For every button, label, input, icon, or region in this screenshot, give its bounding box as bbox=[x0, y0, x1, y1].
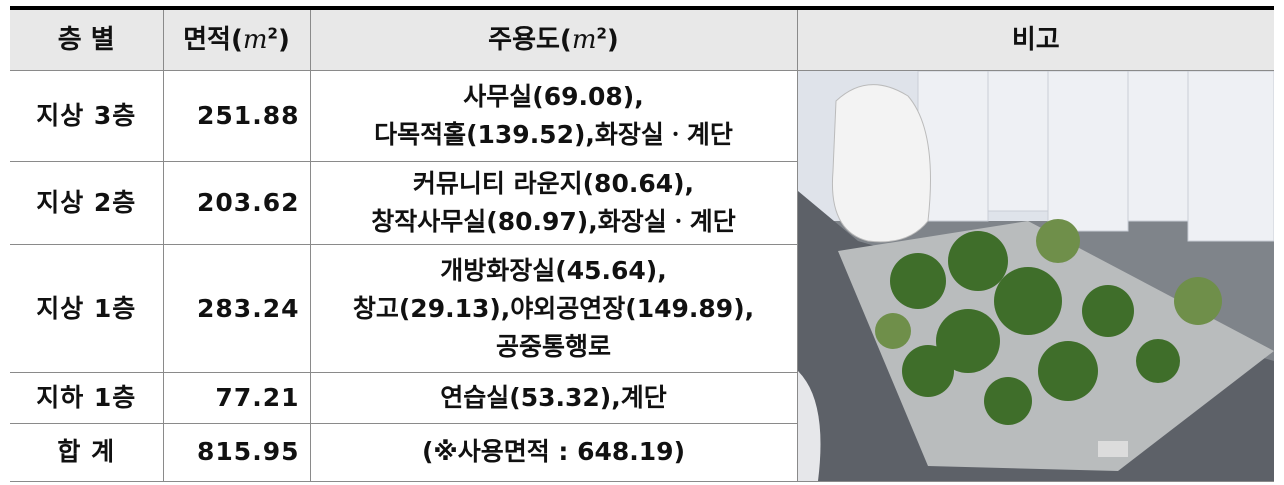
floor-cell: 합 계 bbox=[10, 423, 163, 481]
body: {"table": { "header": [ "층 별", {"label":… bbox=[0, 0, 1284, 485]
header-power: 2 bbox=[268, 24, 278, 42]
header-power: 2 bbox=[596, 24, 606, 42]
header-text: 면적( bbox=[183, 25, 243, 55]
use-line: 다목적홀(139.52),화장실ㆍ계단 bbox=[311, 116, 797, 154]
floor-cell: 지하 1층 bbox=[10, 373, 163, 423]
floor-table: 층 별 면적(m2) 주용도(m2) 비고 지상 3층 251.88 사무실(6… bbox=[10, 6, 1274, 482]
use-line: 창고(29.13),야외공연장(149.89), bbox=[311, 290, 797, 328]
use-line: (※사용면적 : 648.19) bbox=[311, 433, 797, 471]
header-text: ) bbox=[607, 25, 619, 55]
use-line: 개방화장실(45.64), bbox=[311, 252, 797, 290]
area-cell: 251.88 bbox=[163, 71, 310, 162]
area-cell: 283.24 bbox=[163, 245, 310, 373]
header-text: 주용도( bbox=[488, 25, 572, 55]
photo-cell bbox=[797, 71, 1274, 482]
page: 층별 면적표 html, body { margin: 0; padding: … bbox=[0, 0, 1284, 485]
area-cell: 203.62 bbox=[163, 161, 310, 245]
header-text: 층 별 bbox=[58, 25, 115, 55]
use-cell: 개방화장실(45.64),창고(29.13),야외공연장(149.89),공중통… bbox=[310, 245, 797, 373]
use-line: 공중통행로 bbox=[311, 328, 797, 366]
use-line: 창작사무실(80.97),화장실ㆍ계단 bbox=[311, 203, 797, 241]
header-cell: 주용도(m2) bbox=[310, 8, 797, 71]
header-cell: 층 별 bbox=[10, 8, 163, 71]
header-row: 층 별 면적(m2) 주용도(m2) 비고 bbox=[10, 8, 1274, 71]
header-unit: m bbox=[572, 25, 597, 55]
floor-cell: 지상 3층 bbox=[10, 71, 163, 162]
use-cell: (※사용면적 : 648.19) bbox=[310, 423, 797, 481]
area-cell: 77.21 bbox=[163, 373, 310, 423]
use-line: 연습실(53.32),계단 bbox=[311, 379, 797, 417]
header-cell: 면적(m2) bbox=[163, 8, 310, 71]
use-line: 커뮤니티 라운지(80.64), bbox=[311, 165, 797, 203]
header-cell: 비고 bbox=[797, 8, 1274, 71]
floor-cell: 지상 2층 bbox=[10, 161, 163, 245]
use-cell: 커뮤니티 라운지(80.64),창작사무실(80.97),화장실ㆍ계단 bbox=[310, 161, 797, 245]
area-cell: 815.95 bbox=[163, 423, 310, 481]
row: 지상 3층 251.88 사무실(69.08),다목적홀(139.52),화장실… bbox=[10, 71, 1274, 162]
site-photo bbox=[798, 71, 1274, 481]
use-cell: 연습실(53.32),계단 bbox=[310, 373, 797, 423]
use-cell: 사무실(69.08),다목적홀(139.52),화장실ㆍ계단 bbox=[310, 71, 797, 162]
use-line: 사무실(69.08), bbox=[311, 78, 797, 116]
header-text: ) bbox=[278, 25, 290, 55]
header-unit: m bbox=[243, 25, 268, 55]
floor-cell: 지상 1층 bbox=[10, 245, 163, 373]
header-text: 비고 bbox=[1012, 25, 1060, 55]
table-wrap: 층 별 면적(m2) 주용도(m2) 비고 지상 3층 251.88 사무실(6… bbox=[10, 6, 1274, 482]
